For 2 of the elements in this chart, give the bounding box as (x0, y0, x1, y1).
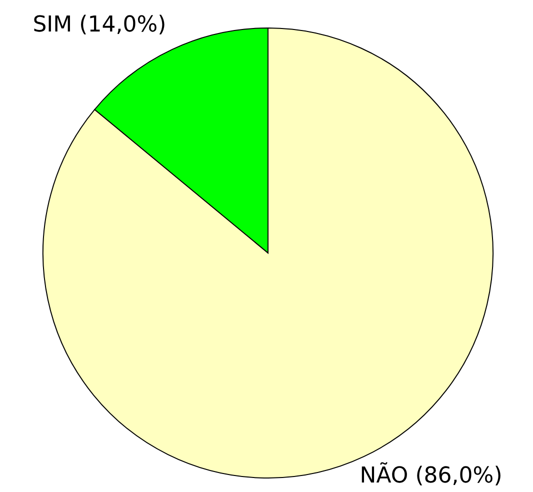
slice-label: SIM (14,0%) (32, 12, 166, 38)
slice-label: NÃO (86,0%) (360, 462, 502, 489)
